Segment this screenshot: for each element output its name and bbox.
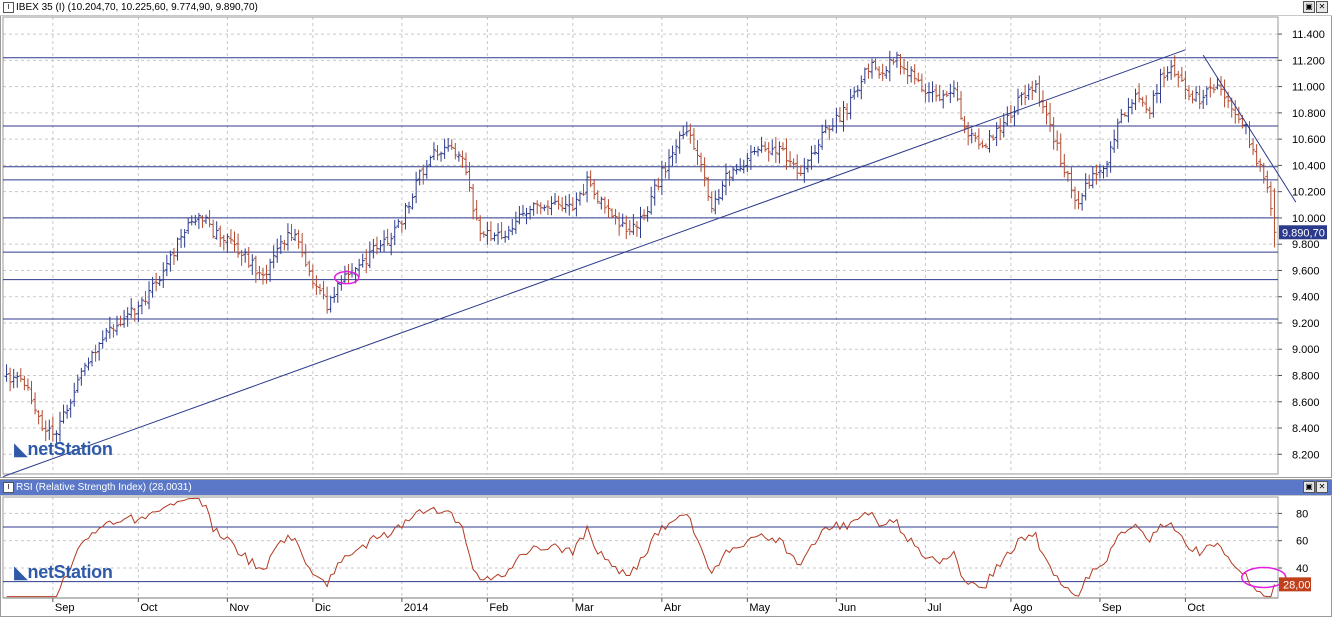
price-axis-label: 8.200 — [1292, 449, 1320, 461]
price-axis-label: 8.400 — [1292, 423, 1320, 435]
chart-window-icon — [3, 2, 14, 13]
price-chart-title: IBEX 35 (I) (10.204,70, 10.225,60, 9.774… — [16, 2, 258, 13]
x-axis-label: 2014 — [404, 602, 428, 614]
last-rsi-label: 28,00 — [1283, 579, 1311, 591]
last-price-label: 9.890,70 — [1282, 227, 1325, 239]
last-rsi-label-bg — [1279, 577, 1311, 592]
x-axis-label: Jul — [927, 602, 941, 614]
price-axis-label: 8.600 — [1292, 397, 1320, 409]
rsi-chart-title: RSI (Relative Strength Index) (28,0031) — [16, 482, 192, 493]
price-panel — [0, 0, 1332, 478]
price-axis-label: 11.400 — [1292, 29, 1325, 41]
rsi-netstation-logo: ◣netStation — [14, 562, 113, 582]
price-axis-label: 10.800 — [1292, 108, 1326, 120]
restore-button[interactable]: ▣ — [1303, 1, 1315, 13]
x-axis-label: May — [749, 602, 770, 614]
price-axis-label: 8.800 — [1292, 371, 1320, 383]
x-axis-label: Ago — [1013, 602, 1033, 614]
rsi-close-button[interactable]: ✕ — [1316, 481, 1328, 493]
chart-window-icon — [3, 482, 14, 493]
price-title-bar: IBEX 35 (I) (10.204,70, 10.225,60, 9.774… — [0, 0, 1332, 16]
rsi-axis-label: 40 — [1296, 563, 1308, 575]
rsi-panel — [0, 479, 1332, 617]
price-axis-label: 9.000 — [1292, 344, 1320, 356]
x-axis-label: Nov — [229, 602, 249, 614]
rsi-axis: 80 60 40 — [1278, 508, 1308, 575]
price-axis-label: 9.200 — [1292, 318, 1320, 330]
rsi-axis-label: 80 — [1296, 508, 1308, 520]
x-axis-label: Sep — [55, 602, 75, 614]
highlight-ellipse — [333, 270, 360, 285]
rsi-axis-label: 60 — [1296, 536, 1308, 548]
rsi-line — [6, 497, 1275, 598]
last-price-label-bg — [1279, 225, 1327, 240]
trendline — [2, 49, 1186, 478]
x-axis-label: Jun — [838, 602, 856, 614]
price-axis-label: 10.400 — [1292, 160, 1326, 172]
price-axis: 11.400 11.200 11.000 10.800 10.600 10.400 10.2… — [1278, 29, 1326, 461]
ohlc-bars — [4, 50, 1277, 445]
price-axis-label: 9.400 — [1292, 292, 1320, 304]
price-axis-label: 10.600 — [1292, 134, 1326, 146]
price-axis-label: 10.000 — [1292, 213, 1326, 225]
trendline — [1202, 54, 1297, 203]
rsi-netstation-logo-icon: ◣ — [14, 562, 28, 582]
rsi-title-bar: RSI (Relative Strength Index) (28,0031) … — [0, 480, 1332, 496]
x-axis-label: Feb — [489, 602, 508, 614]
price-axis-label: 11.000 — [1292, 82, 1325, 94]
x-axis-label: Dic — [315, 602, 331, 614]
price-plot-frame — [2, 16, 1279, 475]
price-grid — [3, 17, 1278, 598]
close-button[interactable]: ✕ — [1316, 1, 1328, 13]
x-axis-label: Sep — [1102, 602, 1122, 614]
price-axis-label: 9.800 — [1292, 239, 1320, 251]
price-axis-label: 11.200 — [1292, 55, 1325, 67]
price-axis-label: 10.200 — [1292, 187, 1326, 199]
netstation-logo-icon: ◣ — [14, 439, 28, 459]
x-axis-label: Oct — [140, 602, 157, 614]
rsi-plot-frame — [2, 496, 1279, 599]
netstation-logo: ◣netStation — [14, 439, 113, 459]
price-axis-label: 9.600 — [1292, 265, 1320, 277]
rsi-grid — [3, 512, 1278, 569]
x-axis-label: Mar — [575, 602, 594, 614]
rsi-restore-button[interactable]: ▣ — [1303, 481, 1315, 493]
x-axis-label: Oct — [1187, 602, 1204, 614]
x-axis: Sep Oct Nov Dic 2014 Feb Mar Abr May Jun Jul Ago Sep… — [3, 597, 1278, 614]
x-axis-label: Abr — [664, 602, 681, 614]
